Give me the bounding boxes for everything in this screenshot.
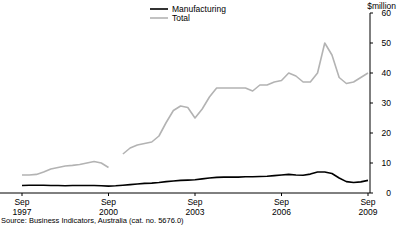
y-tick <box>370 193 373 194</box>
x-tick-label-part: Sep <box>187 197 202 207</box>
y-tick-label: 30 <box>382 98 392 108</box>
x-tick-label: Sep1997 <box>13 197 32 217</box>
x-tick <box>368 193 369 196</box>
y-tick <box>370 73 373 74</box>
x-tick-label-part: 2009 <box>359 207 378 217</box>
x-tick <box>281 193 282 196</box>
x-axis <box>0 193 370 194</box>
x-tick-label: Sep2006 <box>272 197 291 217</box>
y-tick-label: 50 <box>382 38 392 48</box>
x-tick-label-part: Sep <box>360 197 375 207</box>
y-tick <box>370 13 373 14</box>
x-tick <box>195 193 196 196</box>
y-tick <box>370 43 373 44</box>
legend-swatch <box>150 17 168 19</box>
y-tick-label: 40 <box>382 68 392 78</box>
x-tick-label-part: 2006 <box>272 207 291 217</box>
source-note: Source: Business Indicators, Australia (… <box>1 216 184 225</box>
y-tick-label: 20 <box>382 128 392 138</box>
series-line <box>22 172 368 186</box>
legend-swatch <box>150 8 168 10</box>
y-axis-label: $million <box>367 1 396 11</box>
x-tick-label: Sep2000 <box>99 197 118 217</box>
plot-area <box>22 43 368 186</box>
y-tick <box>370 133 373 134</box>
y-tick-label: 0 <box>386 188 391 198</box>
y-tick-label: 10 <box>382 158 392 168</box>
x-tick-label-part: Sep <box>14 197 29 207</box>
y-tick <box>370 163 373 164</box>
x-tick-label-part: Sep <box>101 197 116 207</box>
y-tick <box>370 103 373 104</box>
legend-label: Total <box>172 13 190 23</box>
chart: 0102030405060$millionSep1997Sep2000Sep20… <box>0 0 397 227</box>
series-line <box>22 43 368 175</box>
x-tick-label-part: 2003 <box>186 207 205 217</box>
x-tick <box>22 193 23 196</box>
x-tick <box>108 193 109 196</box>
x-tick-label: Sep2009 <box>359 197 378 217</box>
x-tick-label-part: Sep <box>274 197 289 207</box>
x-tick-label: Sep2003 <box>186 197 205 217</box>
